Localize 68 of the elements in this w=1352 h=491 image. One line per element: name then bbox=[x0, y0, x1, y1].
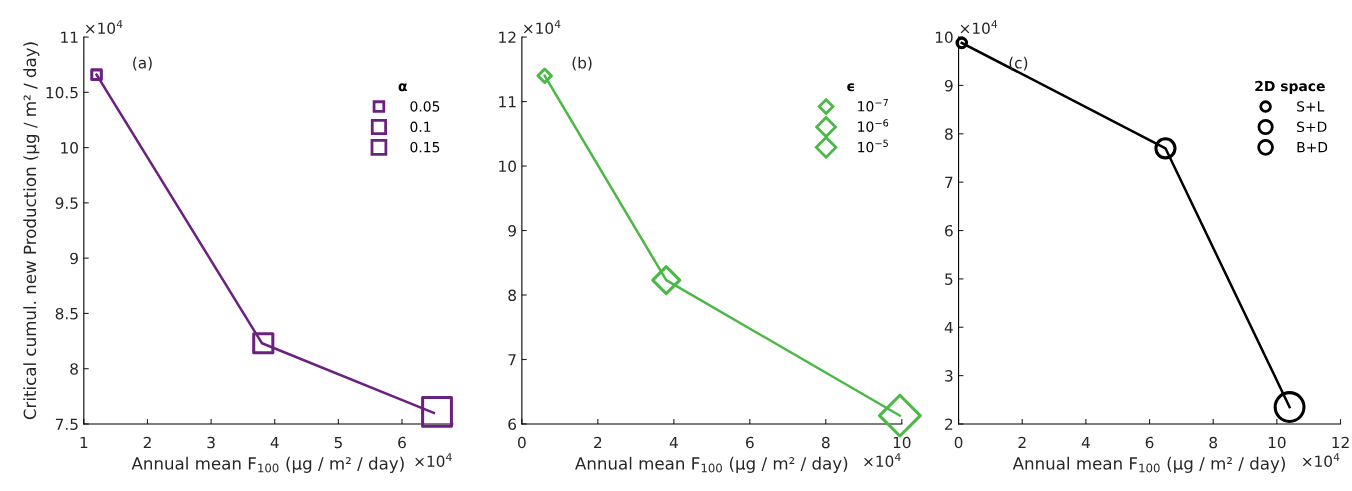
y-tick-label: 8.5 bbox=[55, 307, 78, 320]
y-tick-label: 8 bbox=[945, 128, 953, 140]
x-tick-label: 1 bbox=[80, 436, 88, 449]
y-tick-label: 10 bbox=[499, 160, 516, 173]
legend-title: 2D space bbox=[1255, 80, 1325, 94]
legend-title: α bbox=[398, 83, 407, 92]
annotation: (c) bbox=[1009, 56, 1028, 71]
legend-label: 10$^{−5}$ bbox=[858, 139, 888, 153]
y-tick-label: 11 bbox=[499, 96, 516, 108]
x-tick-label: 8 bbox=[1209, 436, 1218, 449]
x-tick-label: 8 bbox=[821, 436, 830, 449]
legend-label: 0.1 bbox=[410, 121, 431, 133]
x-axis-title: Annual mean F$_{100}$ (μg / m² / day) bbox=[131, 456, 404, 473]
legend-label: B+D bbox=[1297, 142, 1328, 153]
annotation: (a) bbox=[133, 56, 152, 71]
x-tick-label: 10 bbox=[893, 436, 911, 449]
y-tick-label: 10.5 bbox=[46, 86, 78, 99]
text: ×10$^{4}$ bbox=[864, 453, 901, 467]
text: ×10$^{4}$ bbox=[523, 20, 561, 35]
legend-label: 10$^{−6}$ bbox=[858, 119, 889, 132]
legend-label: 0.15 bbox=[410, 141, 440, 153]
x-tick-label: 2 bbox=[143, 436, 151, 449]
x-tick-label: 10 bbox=[1268, 436, 1286, 449]
x-tick-label: 2 bbox=[1018, 436, 1026, 449]
x-tick-label: 6 bbox=[398, 436, 406, 449]
x-tick-label: 0 bbox=[954, 436, 963, 449]
legend-label: 10$^{−7}$ bbox=[858, 98, 888, 112]
y-tick-label: 8 bbox=[508, 289, 516, 302]
y-tick-label: 9.5 bbox=[55, 197, 78, 209]
y-tick-label: 6 bbox=[945, 224, 953, 237]
y-tick-label: 12 bbox=[499, 31, 516, 43]
x-tick-label: 5 bbox=[334, 436, 342, 449]
text: ×10$^{4}$ bbox=[85, 20, 123, 35]
y-axis-title: Critical cumul. new Production (μg / m² / day) bbox=[23, 42, 40, 420]
x-axis-title: Annual mean F$_{100}$ (μg / m² / day) bbox=[575, 456, 848, 473]
legend-title: ϵ bbox=[847, 83, 854, 92]
y-tick-label: 9 bbox=[508, 224, 516, 237]
y-tick-label: 6 bbox=[508, 418, 517, 430]
y-tick-label: 11 bbox=[61, 31, 78, 43]
x-tick-label: 6 bbox=[746, 436, 754, 449]
x-tick-label: 12 bbox=[1332, 436, 1349, 449]
y-tick-label: 3 bbox=[945, 370, 953, 382]
y-tick-label: 5 bbox=[945, 273, 953, 285]
x-tick-label: 3 bbox=[207, 436, 215, 449]
legend-label: 0.05 bbox=[410, 101, 440, 112]
y-tick-label: 8 bbox=[70, 363, 78, 375]
y-tick-label: 7 bbox=[508, 354, 516, 366]
y-tick-label: 10 bbox=[61, 142, 78, 154]
x-tick-label: 6 bbox=[1145, 436, 1154, 449]
legend-label: S+D bbox=[1297, 121, 1327, 133]
text: ×10$^{4}$ bbox=[415, 453, 452, 467]
text: ×10$^{4}$ bbox=[960, 20, 998, 35]
y-tick-label: 7 bbox=[945, 176, 953, 188]
x-tick-label: 2 bbox=[594, 436, 602, 449]
y-tick-label: 4 bbox=[944, 321, 953, 334]
y-tick-label: 7.5 bbox=[55, 418, 78, 430]
legend-label: S+L bbox=[1297, 101, 1325, 112]
y-tick-label: 9 bbox=[944, 79, 953, 92]
x-tick-label: 0 bbox=[518, 436, 526, 449]
x-axis-title: Annual mean F$_{100}$ (μg / m² / day) bbox=[1012, 456, 1285, 473]
x-tick-label: 4 bbox=[270, 436, 279, 449]
x-tick-label: 4 bbox=[1081, 436, 1090, 449]
annotation: (b) bbox=[572, 56, 592, 71]
y-tick-label: 2 bbox=[945, 418, 953, 430]
y-tick-label: 10 bbox=[935, 31, 953, 44]
x-tick-label: 4 bbox=[669, 436, 678, 449]
text: ×10$^{4}$ bbox=[1302, 453, 1340, 467]
y-tick-label: 9 bbox=[70, 252, 78, 265]
